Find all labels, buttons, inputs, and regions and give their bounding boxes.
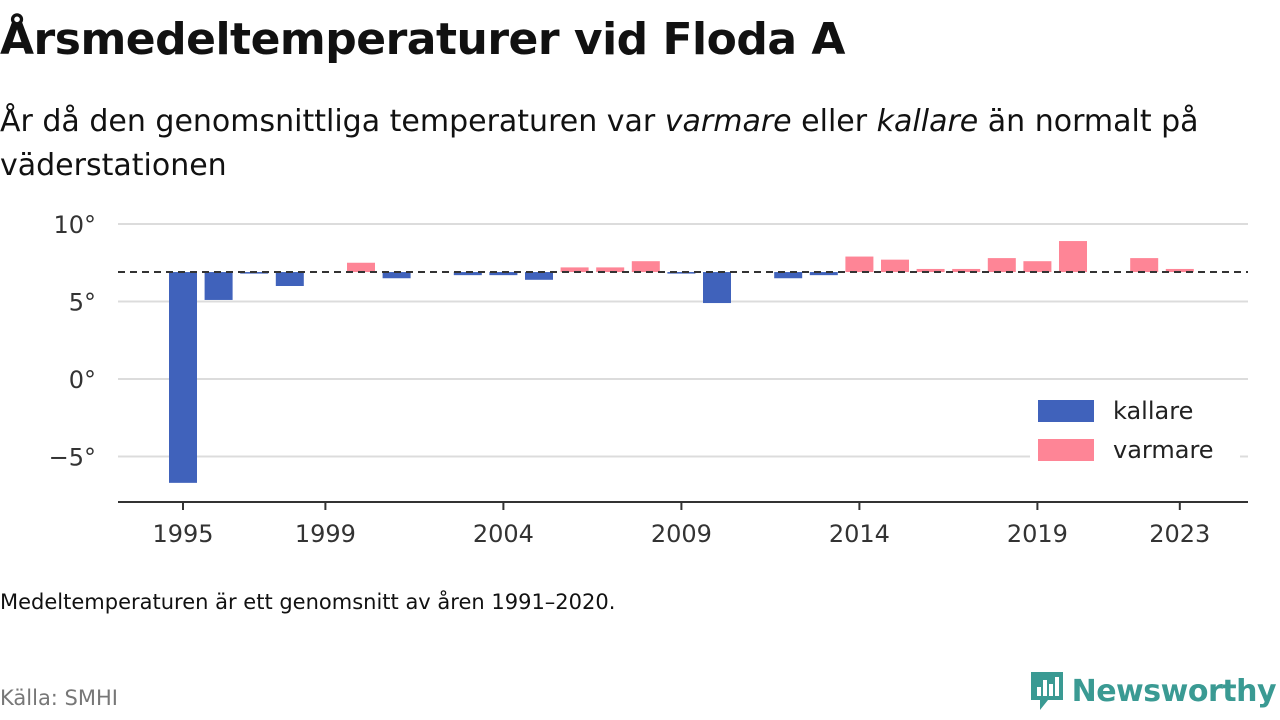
- bar-2017: [952, 268, 981, 273]
- y-tick-label: 5°: [69, 289, 96, 317]
- bar-2020: [1059, 241, 1087, 273]
- bar-2022: [1130, 258, 1159, 273]
- bar-2018: [987, 258, 1016, 273]
- x-tick-label: 1995: [152, 520, 213, 548]
- bar-1995: [169, 272, 197, 483]
- bar-2016: [916, 268, 945, 273]
- subtitle-part-3: än normalt på väderstationen: [0, 104, 1199, 183]
- bar-2003: [453, 272, 482, 276]
- legend-label-kallare: kallare: [1113, 397, 1193, 425]
- bar-2012: [774, 272, 803, 279]
- bar-chart: 10° 5° 0° −5° 1995 1999 2004 2009 2014 2019 2023 ka…: [49, 211, 1248, 548]
- legend-swatch-kallare: [1038, 400, 1094, 422]
- bar-2006: [560, 267, 589, 273]
- legend-swatch-varmare: [1038, 439, 1094, 461]
- bar-2005: [525, 272, 553, 280]
- bar-2009: [667, 272, 696, 274]
- y-tick-label: −5°: [49, 444, 96, 472]
- bar-2013: [809, 272, 838, 276]
- chart-subtitle: År då den genomsnittliga temperaturen va…: [0, 100, 1260, 188]
- bar-2008: [631, 261, 660, 273]
- bar-2010: [703, 272, 731, 304]
- x-tick-label: 2009: [651, 520, 712, 548]
- y-tick-label: 0°: [69, 366, 96, 394]
- brand-logo[interactable]: Newsworthy: [1028, 670, 1277, 712]
- x-tick-label: 2004: [473, 520, 534, 548]
- bar-2000: [347, 262, 375, 273]
- chart-note: Medeltemperaturen är ett genomsnitt av å…: [0, 590, 616, 614]
- newsworthy-icon: [1030, 672, 1063, 710]
- subtitle-warmer: varmare: [664, 104, 792, 139]
- y-tick-label: 10°: [53, 211, 96, 239]
- subtitle-part-2: eller: [791, 104, 877, 139]
- source-label: Källa: SMHI: [0, 686, 118, 710]
- x-tick-label: 2014: [829, 520, 890, 548]
- subtitle-colder: kallare: [876, 104, 979, 139]
- bar-1996: [204, 272, 233, 300]
- chart-title: Årsmedeltemperaturer vid Floda A: [0, 14, 845, 65]
- brand-name: Newsworthy: [1071, 673, 1277, 709]
- bar-2023: [1165, 268, 1194, 273]
- bar-2007: [596, 267, 625, 273]
- bar-2001: [382, 272, 411, 279]
- bar-2019: [1023, 261, 1052, 273]
- x-tick-label: 2019: [1007, 520, 1068, 548]
- bar-2014: [845, 256, 874, 273]
- x-tick-label: 2023: [1149, 520, 1210, 548]
- bar-1998: [275, 272, 304, 286]
- bar-2015: [881, 259, 909, 273]
- x-tick-label: 1999: [295, 520, 356, 548]
- bar-2004: [489, 272, 518, 276]
- subtitle-part-1: År då den genomsnittliga temperaturen va…: [0, 104, 665, 139]
- legend-label-varmare: varmare: [1113, 436, 1214, 464]
